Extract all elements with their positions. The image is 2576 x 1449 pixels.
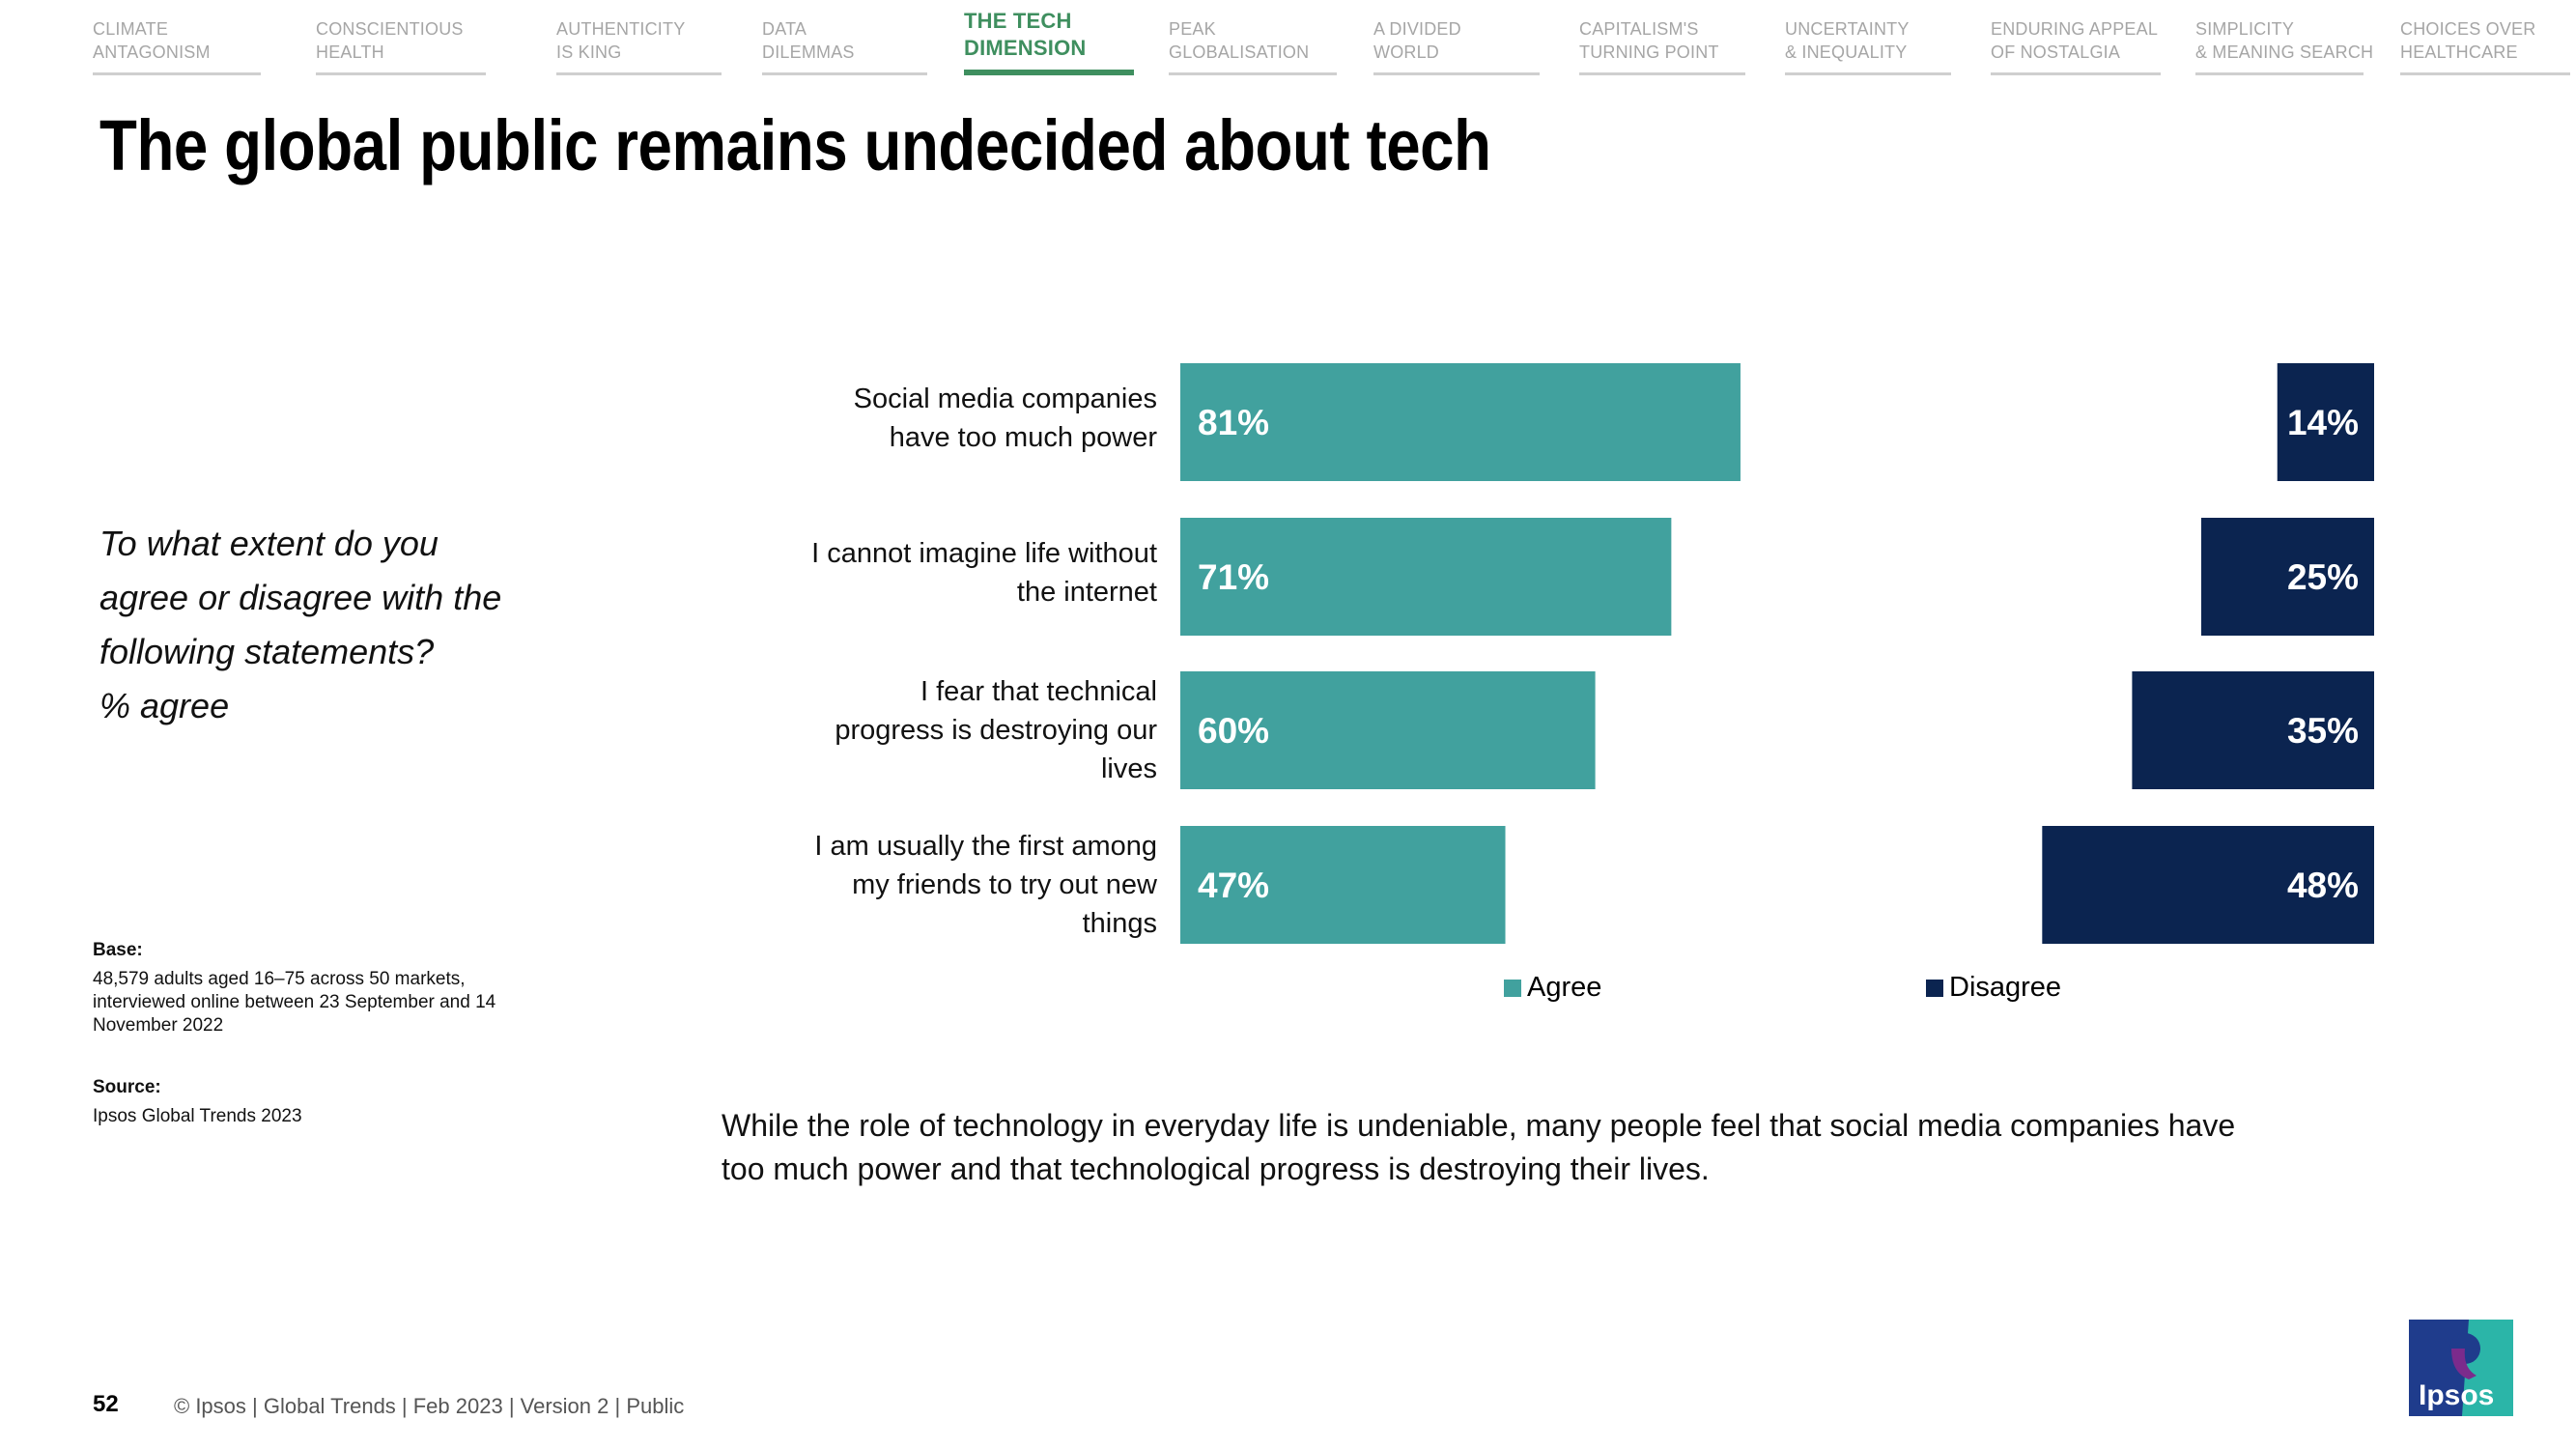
nav-tab-label: Simplicity: [2195, 19, 2295, 39]
nav-tab-label: Choices Over: [2400, 19, 2536, 39]
category-label-line: my friends to try out new: [852, 869, 1157, 900]
nav-tab-6[interactable]: Peak Globalisation: [1169, 14, 1337, 75]
nav-tab-label: A Divided: [1373, 19, 1461, 39]
bar-agree: [1180, 518, 1672, 636]
legend-label-disagree: Disagree: [1949, 972, 2062, 1003]
category-label-line: I am usually the first among: [814, 831, 1157, 862]
bar-disagree: [2201, 518, 2374, 636]
bar-agree: [1180, 826, 1506, 944]
nav-tab-label: Data: [762, 19, 807, 39]
page-number: 52: [93, 1391, 119, 1417]
data-label-agree: 71%: [1198, 557, 1269, 597]
category-label-line: I fear that technical: [920, 676, 1157, 707]
question-line: agree or disagree with the: [99, 578, 502, 617]
nav-tab-label: Dilemmas: [762, 43, 855, 62]
nav-tab-label: Dimension: [964, 36, 1087, 60]
category-label: Social media companies have too much powe…: [734, 380, 1157, 457]
bar-agree: [1180, 363, 1741, 481]
nav-tab-label: Authenticity: [556, 19, 686, 39]
nav-tab-2[interactable]: Conscientious Health: [316, 14, 486, 75]
nav-tab-10[interactable]: Enduring Appeal of Nostalgia: [1991, 14, 2161, 75]
data-label-agree: 81%: [1198, 403, 1269, 442]
nav-tab-label: of Nostalgia: [1991, 43, 2121, 62]
nav-tab-label: & Inequality: [1785, 43, 1908, 62]
category-label-line: lives: [1100, 753, 1157, 784]
category-label-line: things: [1082, 908, 1157, 939]
nav-tab-label: Turning Point: [1579, 43, 1719, 62]
ipsos-logo: Ipsos: [2409, 1320, 2513, 1416]
question-line: following statements?: [99, 632, 435, 671]
nav-tab-11[interactable]: Simplicity & Meaning Search: [2195, 14, 2374, 75]
question-line: To what extent do you: [99, 524, 439, 563]
legend-swatch-agree: [1504, 979, 1521, 997]
legend-swatch-disagree: [1926, 979, 1943, 997]
nav-tab-1[interactable]: Climate Antagonism: [93, 14, 261, 75]
category-label: I am usually the first among my friends t…: [734, 827, 1157, 943]
legend-item-agree: Agree: [1504, 972, 1601, 1004]
nav-tab-label: Uncertainty: [1785, 19, 1910, 39]
source-text: Ipsos Global Trends 2023: [93, 1106, 302, 1126]
nav-tab-label: & Meaning Search: [2195, 43, 2374, 62]
nav-tab-label: is King: [556, 43, 622, 62]
nav-tab-7[interactable]: A Divided World: [1373, 14, 1540, 75]
nav-tab-label: Climate: [93, 19, 169, 39]
nav-tab-label: Enduring Appeal: [1991, 19, 2159, 39]
data-label-disagree: 48%: [2287, 866, 2359, 905]
section-nav: Climate Antagonism Conscientious Health Auth…: [93, 9, 2575, 77]
base-note: Base: 48,579 adults aged 16–75 across 50…: [93, 939, 537, 1037]
category-label-line: I cannot imagine life without: [811, 538, 1157, 569]
category-label: I fear that technical progress is destroy…: [734, 672, 1157, 788]
bar-agree: [1180, 671, 1596, 789]
legend-item-disagree: Disagree: [1926, 972, 2061, 1004]
data-label-agree: 47%: [1198, 866, 1269, 905]
nav-tab-9[interactable]: Uncertainty & Inequality: [1785, 14, 1951, 75]
category-label-line: the internet: [1016, 577, 1157, 608]
base-heading: Base:: [93, 940, 143, 960]
question-line: % agree: [99, 686, 230, 725]
logo-text: Ipsos: [2419, 1379, 2494, 1411]
data-label-disagree: 25%: [2287, 557, 2359, 597]
nav-tab-label: Peak: [1169, 19, 1216, 39]
category-label-line: progress is destroying our: [835, 715, 1157, 746]
page-title: The global public remains undecided abou…: [99, 105, 1491, 185]
nav-tab-label: Capitalism's: [1579, 19, 1699, 39]
source-heading: Source:: [93, 1077, 161, 1097]
footer-text: © Ipsos | Global Trends | Feb 2023 | Ver…: [174, 1394, 685, 1418]
nav-tab-label: Health: [316, 43, 384, 62]
bar-disagree: [2042, 826, 2374, 944]
survey-question: To what extent do you agree or disagree …: [99, 517, 553, 733]
bar-disagree: [2277, 363, 2374, 481]
category-label-line: Social media companies: [853, 384, 1157, 414]
nav-tab-label: World: [1373, 43, 1439, 62]
source-note: Source: Ipsos Global Trends 2023: [93, 1076, 537, 1128]
nav-tab-label: Antagonism: [93, 43, 211, 62]
data-label-agree: 60%: [1198, 711, 1269, 751]
data-label-disagree: 14%: [2287, 403, 2359, 442]
nav-tab-4[interactable]: Data Dilemmas: [762, 14, 927, 75]
nav-tab-5[interactable]: The Tech Dimension: [964, 8, 1134, 75]
category-label: I cannot imagine life without the interne…: [734, 534, 1157, 611]
nav-tab-label: Conscientious: [316, 19, 464, 39]
nav-tab-label: The Tech: [964, 9, 1072, 33]
bar-disagree: [2132, 671, 2374, 789]
legend-label-agree: Agree: [1527, 972, 1602, 1003]
nav-tab-12[interactable]: Choices Over Healthcare: [2400, 14, 2570, 75]
category-label-line: have too much power: [889, 422, 1157, 453]
data-label-disagree: 35%: [2287, 711, 2359, 751]
nav-tab-label: Globalisation: [1169, 43, 1310, 62]
base-text: 48,579 adults aged 16–75 across 50 marke…: [93, 969, 496, 1036]
chart-caption: While the role of technology in everyday…: [722, 1108, 2236, 1186]
nav-tab-8[interactable]: Capitalism's Turning Point: [1579, 14, 1745, 75]
nav-tab-label: Healthcare: [2400, 43, 2518, 62]
nav-tab-3[interactable]: Authenticity is King: [556, 14, 722, 75]
